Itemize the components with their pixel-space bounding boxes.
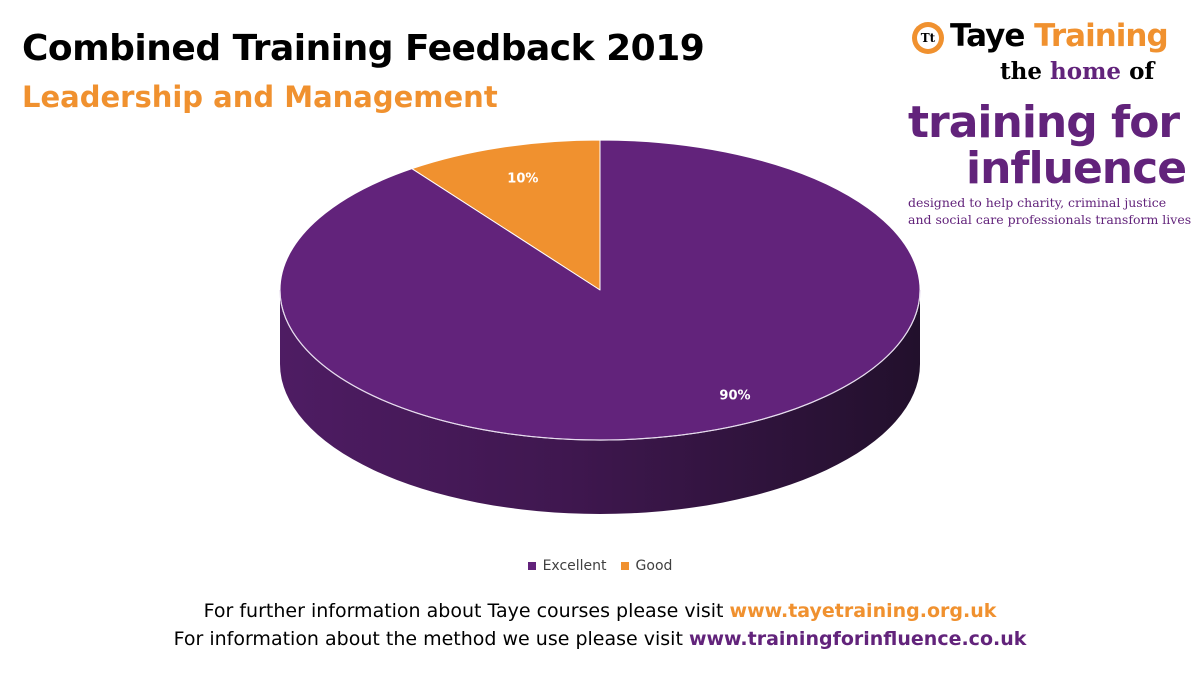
legend-swatch-good (620, 562, 629, 570)
footer-line-method: For information about the method we use … (0, 628, 1200, 650)
logo-program-name: training for influence (908, 97, 1187, 194)
footer-line2-text: For information about the method we use … (173, 628, 689, 650)
pie-slice-excellent (279, 139, 921, 441)
page-subtitle: Leadership and Management (22, 80, 498, 114)
footer-line1-text: For further information about Taye cours… (203, 600, 730, 622)
taye-logo-mark-icon: Tt (912, 22, 944, 54)
logo-tagline: the home of (1000, 58, 1154, 85)
legend-label-excellent: Excellent (542, 558, 607, 574)
taye-training-logo: Tt Taye Training the home of training fo… (904, 16, 1191, 231)
logo-program-line-1: training for (908, 97, 1180, 148)
legend-item-good: Good (620, 558, 673, 574)
data-label-good: 10% (507, 172, 538, 187)
logo-brand-word-2: Training (1034, 18, 1169, 54)
logo-description: designed to help charity, criminal justi… (908, 194, 1191, 228)
training-for-influence-link[interactable]: www.trainingforinfluence.co.uk (688, 628, 1027, 650)
legend-swatch-excellent (527, 562, 536, 570)
legend-item-excellent: Excellent (527, 558, 607, 574)
page-title: Combined Training Feedback 2019 (22, 28, 705, 69)
logo-tagline-home: home (1050, 58, 1122, 85)
logo-brand-name: Taye Training (950, 18, 1169, 54)
footer-line-taye: For further information about Taye cours… (0, 600, 1200, 622)
logo-program-line-2: influence (966, 143, 1187, 194)
taye-website-link[interactable]: www.tayetraining.org.uk (729, 600, 997, 622)
logo-description-line-2: and social care professionals transform … (908, 212, 1192, 227)
logo-brand-word-1: Taye (950, 18, 1025, 54)
logo-mark-letters: Tt (917, 27, 939, 49)
pie-side-wall (280, 290, 920, 514)
legend-label-good: Good (635, 558, 673, 574)
pie-slice-good (411, 139, 601, 291)
data-label-excellent: 90% (719, 388, 750, 403)
logo-description-line-1: designed to help charity, criminal justi… (908, 195, 1167, 210)
logo-tagline-prefix: the (1000, 58, 1042, 85)
pie-rim (279, 289, 921, 441)
logo-tagline-suffix: of (1129, 58, 1155, 85)
chart-legend: Excellent Good (0, 558, 1200, 574)
